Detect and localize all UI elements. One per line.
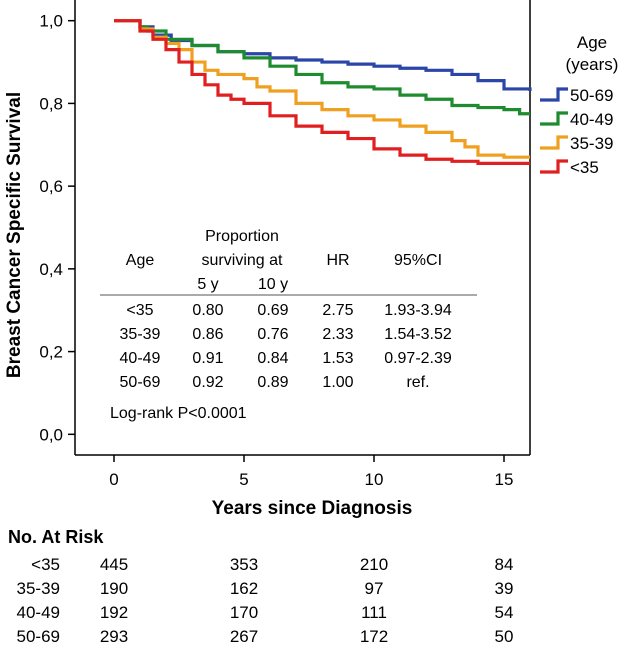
legend-label: <35 (570, 158, 599, 177)
x-axis-title: Years since Diagnosis (212, 498, 413, 519)
inset-cell-ci: 0.97-2.39 (384, 350, 452, 367)
inset-cell-y10: 0.89 (257, 374, 288, 391)
inset-cell-y5: 0.91 (192, 350, 223, 367)
y-tick-label: 1,0 (39, 12, 63, 31)
inset-cell-y5: 0.92 (192, 374, 223, 391)
at-risk-value: 445 (100, 555, 128, 574)
legend-swatch (540, 111, 568, 126)
legend-swatch (540, 159, 568, 174)
inset-cell-y10: 0.69 (257, 302, 288, 319)
y-tick-label: 0,4 (39, 260, 63, 279)
inset-cell-age: 35-39 (120, 326, 161, 343)
x-axis: 0 5 10 15 (109, 455, 513, 489)
at-risk-title: No. At Risk (8, 527, 104, 547)
inset-header-proportion-2: surviving at (202, 252, 283, 269)
inset-cell-age: 50-69 (120, 374, 161, 391)
at-risk-row-label: 50-69 (17, 627, 60, 646)
inset-cell-ci: 1.54-3.52 (384, 326, 452, 343)
inset-cell-y10: 0.84 (257, 350, 288, 367)
at-risk-value: 84 (495, 555, 514, 574)
legend-title-line1: Age (577, 33, 607, 52)
legend: Age (years) 50-69 40-49 35-39 <35 (540, 33, 618, 177)
x-tick-label: 0 (109, 470, 118, 489)
inset-cell-hr: 2.75 (322, 302, 353, 319)
at-risk-value: 54 (495, 603, 514, 622)
at-risk-value: 192 (100, 603, 128, 622)
inset-header-hr: HR (326, 252, 349, 269)
inset-cell-y10: 0.76 (257, 326, 288, 343)
at-risk-row-label: 35-39 (17, 579, 60, 598)
at-risk-value: 111 (361, 603, 387, 622)
legend-label: 35-39 (570, 134, 613, 153)
series-line-50-69 (114, 19, 532, 91)
plot-frame (74, 0, 531, 456)
inset-cell-y5: 0.86 (192, 326, 223, 343)
at-risk-value: 293 (100, 627, 128, 646)
inset-cell-age: <35 (126, 302, 153, 319)
inset-note: Log-rank P<0.0001 (110, 405, 247, 422)
at-risk-value: 170 (230, 603, 258, 622)
inset-header-proportion-1: Proportion (205, 228, 279, 245)
legend-title-line2: (years) (566, 55, 619, 74)
inset-cell-age: 40-49 (120, 350, 161, 367)
inset-header-5y: 5 y (197, 276, 218, 293)
at-risk-value: 353 (230, 555, 258, 574)
at-risk-table: No. At Risk <35 445 353 210 84 35-39 190 162 97 39… (8, 527, 513, 646)
y-tick-label: 0,0 (39, 425, 63, 444)
series-line-40-49 (114, 19, 530, 116)
legend-label: 50-69 (570, 86, 613, 105)
inset-cell-ci: 1.93-3.94 (384, 302, 452, 319)
at-risk-value: 50 (495, 627, 514, 646)
at-risk-row-label: 40-49 (17, 603, 60, 622)
y-tick-label: 0,6 (39, 177, 63, 196)
at-risk-value: 39 (495, 579, 514, 598)
inset-header-10y: 10 y (258, 276, 288, 293)
legend-label: 40-49 (570, 110, 613, 129)
series-line-under-35 (114, 19, 530, 165)
legend-swatch (540, 135, 568, 150)
inset-header-ci: 95%CI (394, 252, 442, 269)
y-axis: 0,0 0,2 0,4 0,6 0,8 1,0 (39, 12, 75, 444)
at-risk-value: 97 (365, 579, 384, 598)
inset-cell-hr: 1.53 (322, 350, 353, 367)
at-risk-row-label: <35 (31, 555, 60, 574)
x-tick-label: 15 (495, 470, 514, 489)
y-tick-label: 0,2 (39, 343, 63, 362)
y-tick-label: 0,8 (39, 94, 63, 113)
legend-swatch (540, 87, 568, 102)
inset-header-age: Age (126, 252, 155, 269)
at-risk-value: 172 (360, 627, 388, 646)
inset-cell-hr: 1.00 (322, 374, 353, 391)
inset-cell-hr: 2.33 (322, 326, 353, 343)
at-risk-value: 190 (100, 579, 128, 598)
at-risk-value: 210 (360, 555, 388, 574)
x-tick-label: 10 (365, 470, 384, 489)
inset-cell-y5: 0.80 (192, 302, 223, 319)
inset-cell-ci: ref. (406, 374, 429, 391)
at-risk-value: 162 (230, 579, 258, 598)
inset-table: Proportion surviving at Age HR 95%CI 5 y 10 y <… (100, 228, 477, 422)
series-lines (114, 19, 532, 165)
x-tick-label: 5 (239, 470, 248, 489)
y-axis-title: Breast Cancer Specific Survival (4, 92, 25, 378)
at-risk-value: 267 (230, 627, 258, 646)
